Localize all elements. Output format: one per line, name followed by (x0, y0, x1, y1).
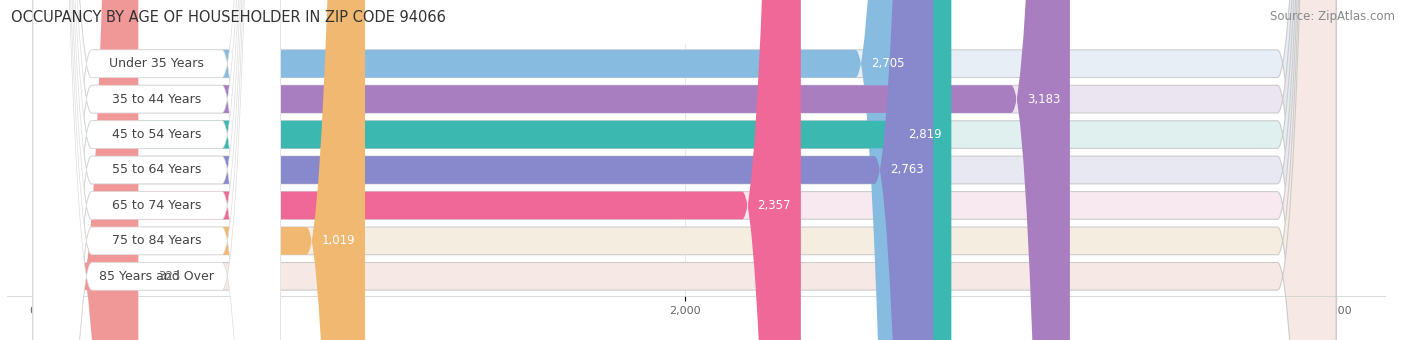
Text: 2,705: 2,705 (870, 57, 904, 70)
FancyBboxPatch shape (34, 0, 934, 340)
FancyBboxPatch shape (34, 0, 914, 340)
FancyBboxPatch shape (34, 0, 281, 340)
FancyBboxPatch shape (34, 0, 138, 340)
FancyBboxPatch shape (34, 0, 1336, 340)
Text: 2,819: 2,819 (908, 128, 942, 141)
Text: 35 to 44 Years: 35 to 44 Years (112, 92, 201, 106)
FancyBboxPatch shape (34, 0, 281, 340)
Text: Source: ZipAtlas.com: Source: ZipAtlas.com (1270, 10, 1395, 23)
FancyBboxPatch shape (34, 0, 281, 340)
Text: 2,357: 2,357 (758, 199, 792, 212)
Text: 75 to 84 Years: 75 to 84 Years (112, 234, 201, 248)
Text: 2,763: 2,763 (890, 164, 924, 176)
Text: 55 to 64 Years: 55 to 64 Years (112, 164, 201, 176)
FancyBboxPatch shape (34, 0, 1336, 340)
FancyBboxPatch shape (34, 0, 366, 340)
FancyBboxPatch shape (34, 0, 281, 340)
FancyBboxPatch shape (34, 0, 1336, 340)
FancyBboxPatch shape (34, 0, 952, 340)
FancyBboxPatch shape (34, 0, 1336, 340)
FancyBboxPatch shape (34, 0, 1336, 340)
FancyBboxPatch shape (34, 0, 1336, 340)
FancyBboxPatch shape (34, 0, 1070, 340)
Text: 323: 323 (157, 270, 180, 283)
Text: OCCUPANCY BY AGE OF HOUSEHOLDER IN ZIP CODE 94066: OCCUPANCY BY AGE OF HOUSEHOLDER IN ZIP C… (11, 10, 446, 25)
Text: 85 Years and Over: 85 Years and Over (100, 270, 214, 283)
FancyBboxPatch shape (34, 0, 1336, 340)
FancyBboxPatch shape (34, 0, 281, 340)
FancyBboxPatch shape (34, 0, 281, 340)
Text: 45 to 54 Years: 45 to 54 Years (112, 128, 201, 141)
FancyBboxPatch shape (34, 0, 281, 340)
Text: 3,183: 3,183 (1026, 92, 1060, 106)
Text: 65 to 74 Years: 65 to 74 Years (112, 199, 201, 212)
FancyBboxPatch shape (34, 0, 801, 340)
Text: 1,019: 1,019 (322, 234, 356, 248)
Text: Under 35 Years: Under 35 Years (110, 57, 204, 70)
